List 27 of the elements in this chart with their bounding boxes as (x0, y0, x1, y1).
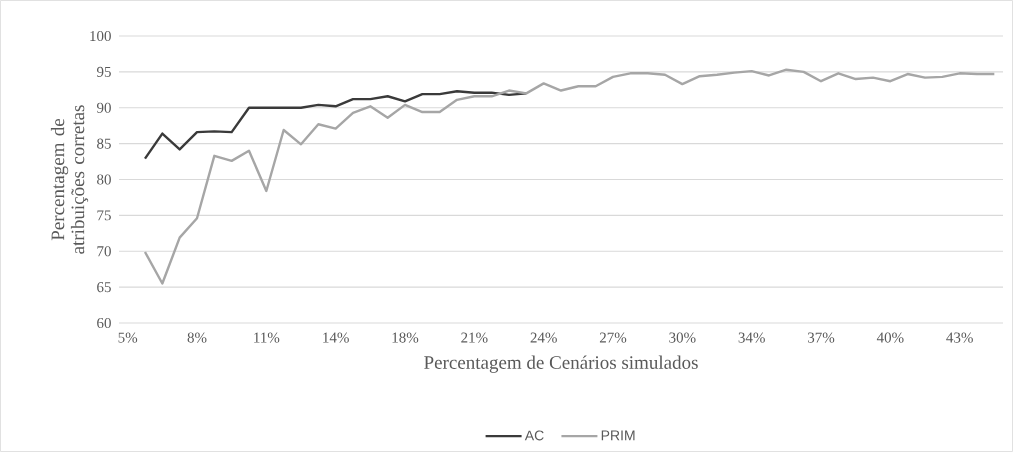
x-tick-label: 14% (323, 332, 349, 343)
y-tick-label: 60 (97, 317, 111, 329)
y-tick-label: 65 (97, 282, 111, 293)
legend-label: PRIM (601, 430, 635, 441)
x-tick-label: 8% (187, 332, 207, 343)
y-tick-label: 100 (90, 30, 111, 42)
x-tick-label: 24% (530, 332, 557, 343)
y-axis-title: Percentagem de atribuições corretas (50, 105, 89, 254)
line-series (143, 68, 996, 285)
y-tick-label: 80 (97, 174, 111, 185)
x-tick-label: 5% (118, 332, 138, 343)
legend-label: AC (524, 430, 544, 441)
y-tick-label: 70 (97, 246, 111, 257)
x-tick-label: 30% (669, 332, 696, 343)
x-tick-label: 21% (461, 332, 488, 343)
x-axis-title: Percentagem de Cenários simulados (424, 355, 698, 373)
y-tick-label: 95 (96, 66, 111, 77)
x-tick-label: 34% (738, 332, 765, 343)
x-tick-label: 40% (876, 332, 904, 343)
y-tick-label: 85 (97, 138, 111, 149)
x-tick-label: 37% (807, 332, 835, 343)
x-tick-label: 11% (254, 332, 280, 343)
x-tick-label: 43% (946, 332, 973, 343)
y-tick-label: 75 (97, 210, 111, 221)
y-tick-label: 90 (96, 102, 111, 113)
x-tick-label: 27% (599, 332, 627, 343)
x-tick-label: 18% (392, 332, 419, 343)
